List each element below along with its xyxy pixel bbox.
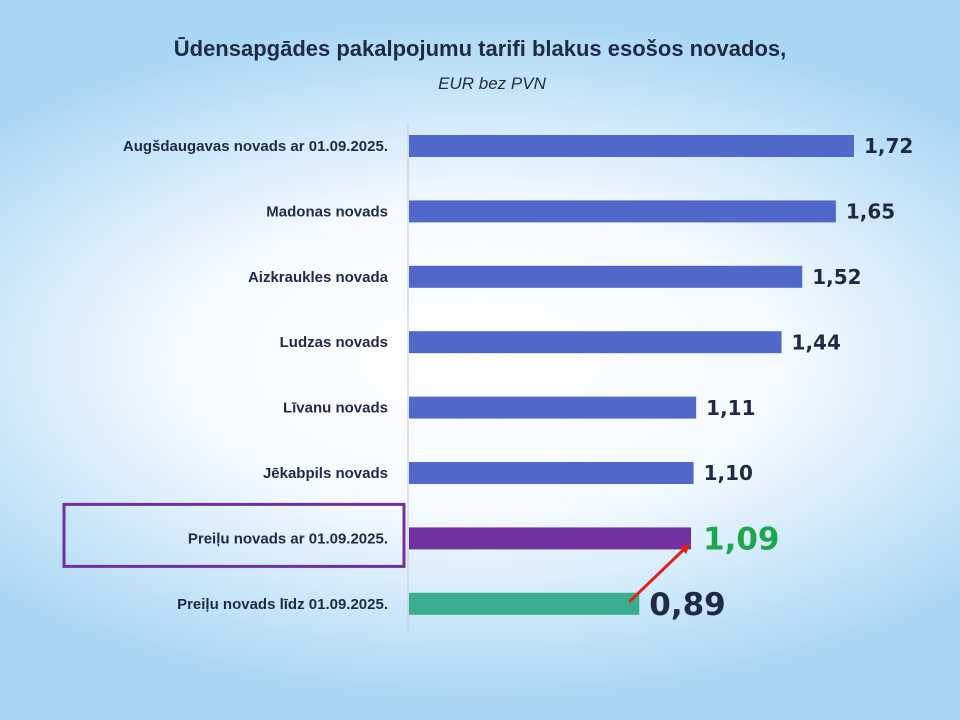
bar [409,331,782,354]
category-label: Preiļu novads līdz 01.09.2025. [177,596,388,613]
value-label: 1,65 [846,200,895,224]
highlight-frame [62,502,406,568]
category-label: Augšdaugavas novads ar 01.09.2025. [123,138,388,155]
bars-layer: Augšdaugavas novads ar 01.09.2025. 1,72 Ma… [123,134,914,623]
bar [409,135,854,157]
category-label: Jēkabpils novads [263,465,388,482]
category-label: Līvanu novads [283,400,388,417]
value-label: 1,44 [792,330,841,354]
bar [409,396,697,419]
bar [409,200,836,223]
chart-title: Ūdensapgādes pakalpojumu tarifi blakus e… [173,36,787,61]
bar [409,462,694,484]
value-label: 1,52 [812,265,861,289]
chart-subtitle: EUR bez PVN [438,74,546,93]
bar [409,527,692,550]
category-label: Madonas novads [266,203,388,220]
value-label: 0,89 [649,587,726,623]
change-arrow [628,543,690,603]
value-label: 1,10 [704,461,753,485]
value-label: 1,72 [864,134,913,158]
bar [409,592,640,615]
value-label: 1,09 [703,522,780,558]
value-label: 1,11 [706,396,755,420]
category-label: Aizkraukles novada [248,269,389,286]
category-label: Preiļu novads ar 01.09.2025. [188,530,388,547]
bar [409,265,803,288]
category-label: Ludzas novads [280,334,388,351]
